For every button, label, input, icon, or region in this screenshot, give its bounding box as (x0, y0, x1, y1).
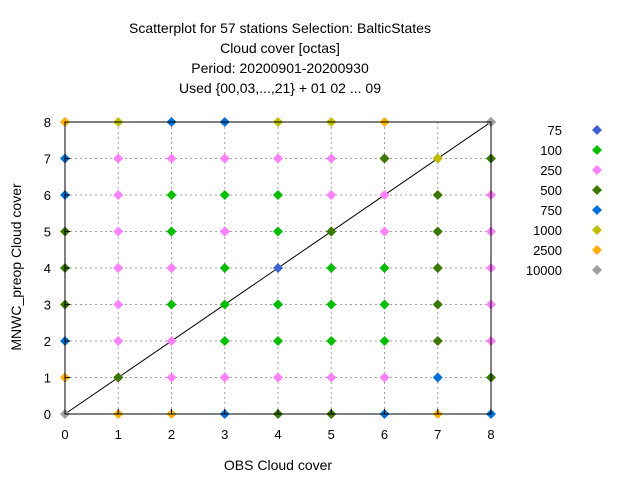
legend-marker (592, 185, 602, 195)
x-tick-label: 8 (487, 427, 494, 442)
y-tick-label: 6 (44, 188, 51, 203)
x-axis-label: OBS Cloud cover (224, 457, 332, 473)
data-point (273, 190, 283, 200)
data-point (379, 336, 390, 346)
data-point (113, 372, 124, 383)
data-point (326, 153, 337, 164)
data-point (113, 190, 124, 200)
data-point (166, 190, 177, 200)
data-point (379, 263, 390, 273)
legend-label: 1000 (533, 223, 562, 238)
data-point (166, 336, 177, 346)
legend-marker (592, 265, 602, 275)
legend-label: 250 (540, 163, 562, 178)
data-point (432, 372, 443, 383)
x-tick-label: 6 (381, 427, 388, 442)
data-point (273, 153, 283, 164)
data-point (379, 190, 390, 200)
y-tick-label: 1 (44, 371, 51, 386)
data-point (379, 226, 390, 237)
data-point (273, 372, 283, 383)
data-point (432, 190, 443, 200)
data-point (379, 372, 390, 383)
legend-label: 100 (540, 143, 562, 158)
x-tick-label: 4 (274, 427, 281, 442)
data-point (326, 299, 337, 310)
x-tick-label: 3 (221, 427, 228, 442)
data-point (432, 299, 443, 310)
data-point (326, 190, 337, 200)
x-tick-labels: 0 1 2 3 4 5 6 7 8 (61, 409, 495, 442)
x-tick-label: 0 (61, 427, 68, 442)
x-tick-label: 5 (328, 427, 335, 442)
data-point (113, 336, 124, 346)
x-tick-label: 1 (115, 427, 122, 442)
y-axis-label: MNWC_preop Cloud cover (8, 183, 24, 351)
title-line-4: Used {00,03,...,21} + 01 02 ... 09 (179, 80, 381, 96)
data-point (432, 153, 443, 164)
data-point (219, 190, 230, 200)
data-point (113, 153, 124, 164)
legend-label: 500 (540, 183, 562, 198)
y-tick-label: 3 (44, 298, 51, 313)
data-point (219, 299, 230, 310)
data-point (379, 153, 390, 164)
data-point (326, 372, 337, 383)
data-point (379, 299, 390, 310)
title-line-1: Scatterplot for 57 stations Selection: B… (129, 20, 431, 36)
y-tick-labels: 0 1 2 3 4 5 6 7 8 (44, 115, 70, 422)
legend-label: 10000 (526, 263, 562, 278)
legend: 75 100 250 500 750 1000 2500 10000 (526, 123, 602, 278)
legend-marker (592, 145, 602, 155)
data-point (432, 263, 443, 273)
data-point (166, 263, 177, 273)
data-point (219, 153, 230, 164)
data-points (60, 117, 496, 419)
legend-label: 2500 (533, 243, 562, 258)
y-tick-label: 7 (44, 152, 51, 167)
data-point (432, 226, 443, 237)
data-point (219, 372, 230, 383)
y-tick-label: 4 (44, 261, 51, 276)
y-tick-label: 0 (44, 407, 51, 422)
data-point (326, 336, 337, 346)
data-point (432, 336, 443, 346)
data-point (166, 299, 177, 310)
data-point (273, 336, 283, 346)
legend-marker (592, 205, 602, 215)
data-point (326, 226, 337, 237)
data-point (166, 372, 177, 383)
data-point (219, 336, 230, 346)
legend-marker (592, 165, 602, 175)
data-point (113, 263, 124, 273)
legend-marker (592, 225, 602, 235)
legend-label: 750 (540, 203, 562, 218)
title-line-2: Cloud cover [octas] (220, 40, 340, 56)
data-point (273, 263, 283, 273)
data-point (166, 153, 177, 164)
x-tick-label: 7 (434, 427, 441, 442)
legend-marker (592, 245, 602, 255)
x-tick-label: 2 (168, 427, 175, 442)
y-tick-label: 5 (44, 225, 51, 240)
legend-label: 75 (548, 123, 562, 138)
data-point (113, 226, 124, 237)
data-point (166, 226, 177, 237)
data-point (219, 226, 230, 237)
y-tick-label: 2 (44, 334, 51, 349)
data-point (273, 299, 283, 310)
legend-marker (592, 125, 602, 135)
data-point (219, 263, 230, 273)
data-point (326, 263, 337, 273)
title-line-3: Period: 20200901-20200930 (191, 60, 369, 76)
data-point (113, 299, 124, 310)
data-point (273, 226, 283, 237)
y-tick-label: 8 (44, 115, 51, 130)
